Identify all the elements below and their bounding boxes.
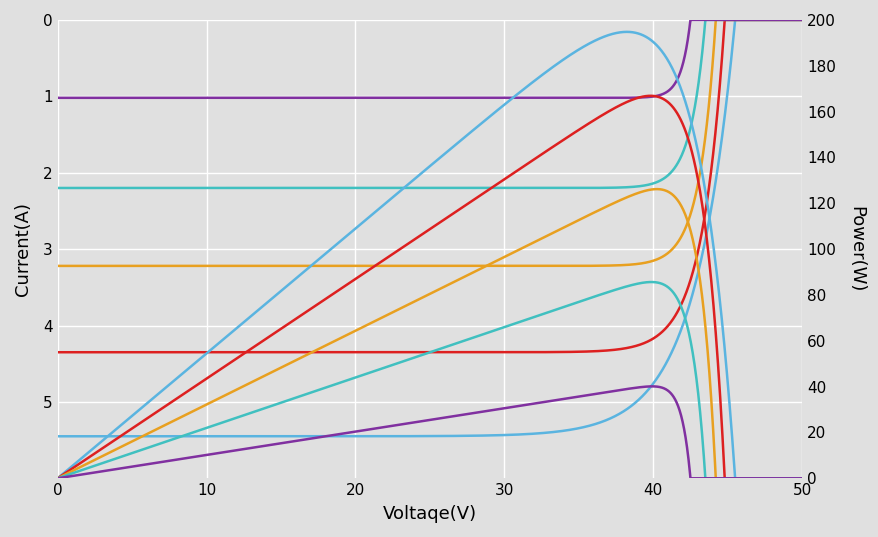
- X-axis label: Voltaqe(V): Voltaqe(V): [383, 505, 477, 523]
- Y-axis label: Current(A): Current(A): [14, 202, 32, 296]
- Y-axis label: Power(W): Power(W): [846, 206, 864, 292]
